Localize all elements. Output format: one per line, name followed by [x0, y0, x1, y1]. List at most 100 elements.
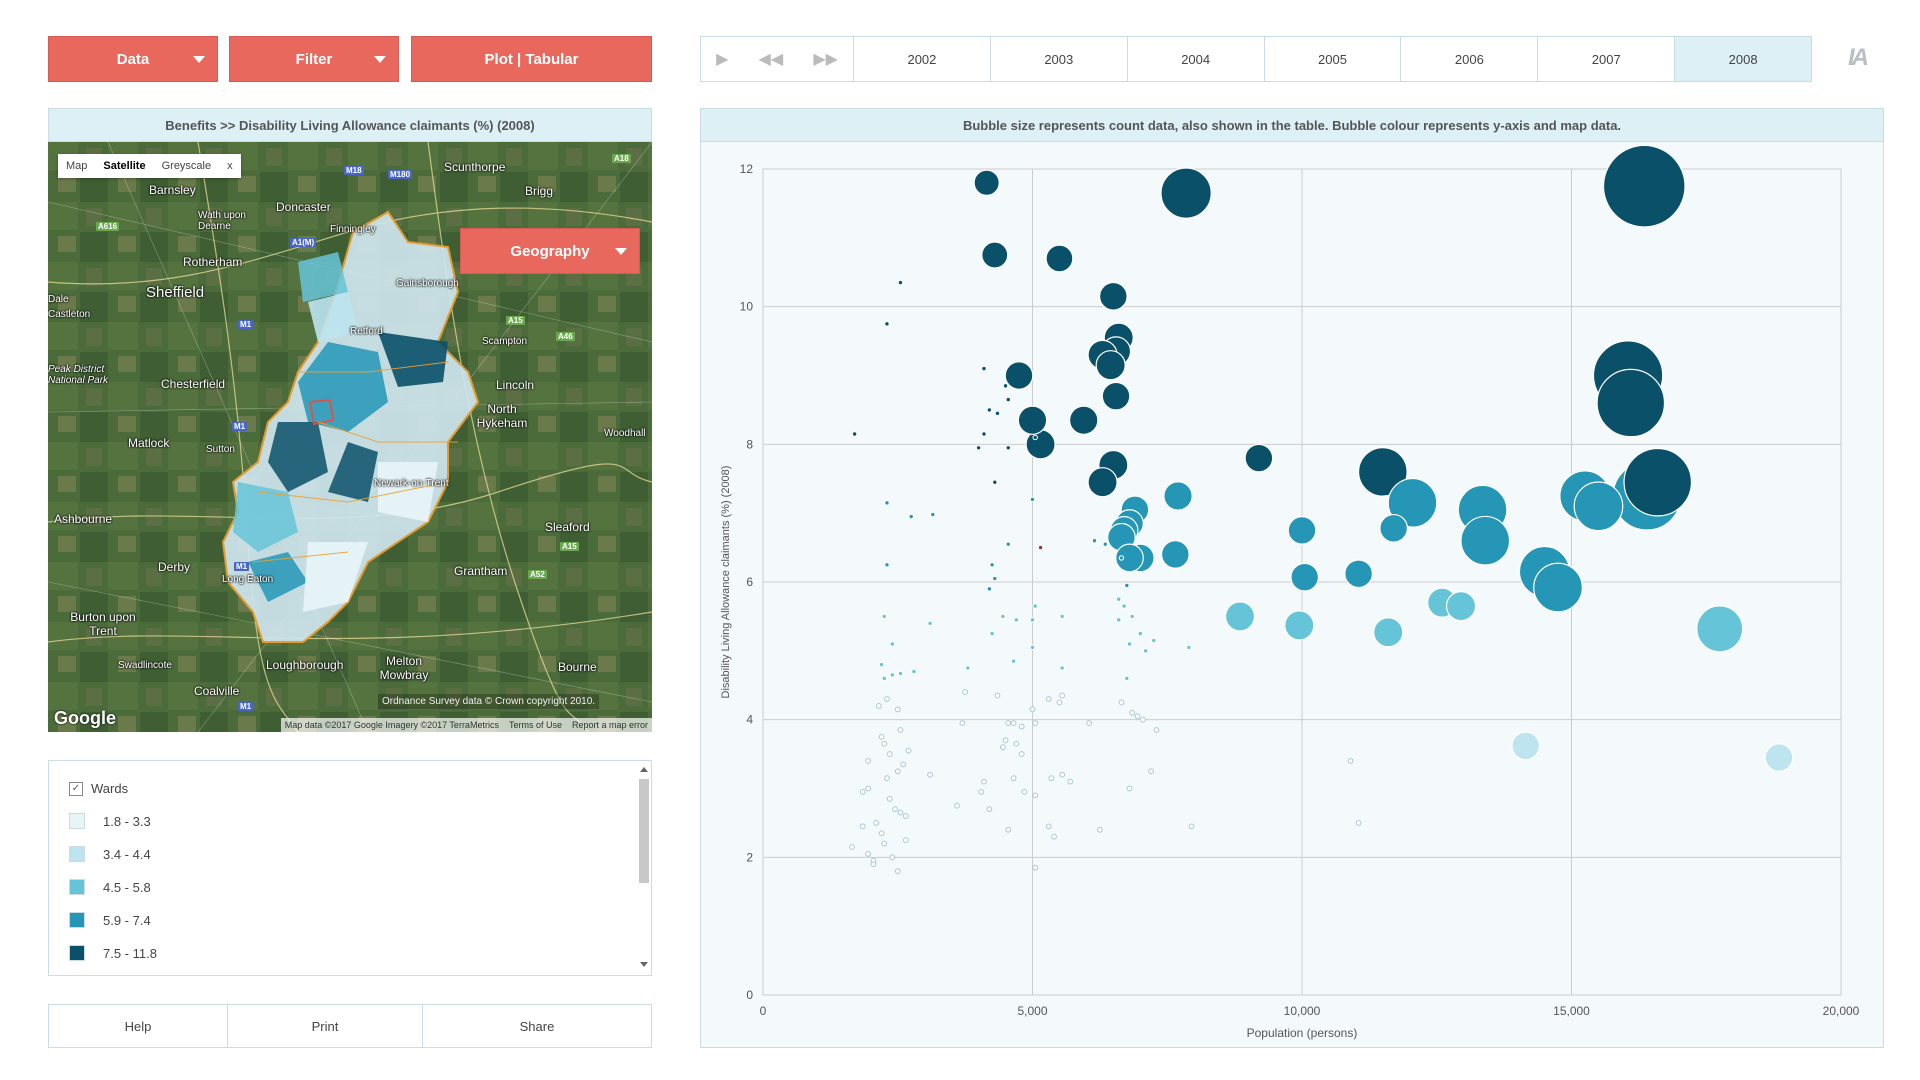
year-2008[interactable]: 2008: [1675, 37, 1812, 81]
bubble-point[interactable]: [1224, 601, 1256, 632]
bubble-point[interactable]: [1032, 603, 1038, 609]
bubble-point[interactable]: [875, 703, 882, 709]
bubble-point[interactable]: [1037, 544, 1044, 551]
help-button[interactable]: Help: [49, 1005, 228, 1047]
bubble-point[interactable]: [894, 768, 901, 775]
bubble-point[interactable]: [878, 830, 885, 837]
bubble-point[interactable]: [884, 500, 890, 506]
bubble-point[interactable]: [1029, 644, 1036, 651]
bubble-point[interactable]: [986, 586, 993, 592]
bubble-point[interactable]: [881, 613, 887, 620]
bubble-point[interactable]: [881, 675, 887, 682]
bubble-point[interactable]: [1029, 706, 1036, 713]
bubble-point[interactable]: [1284, 610, 1315, 641]
bubble-point[interactable]: [1188, 823, 1195, 830]
bubble-point[interactable]: [994, 692, 1001, 699]
bubble-point[interactable]: [1000, 613, 1006, 620]
bubble-point[interactable]: [1355, 820, 1362, 826]
bubble-point[interactable]: [989, 630, 995, 637]
bubble-point[interactable]: [878, 733, 885, 740]
legend-layer[interactable]: ✓ Wards: [69, 781, 128, 796]
bubble-point[interactable]: [930, 511, 936, 518]
bubble-point[interactable]: [1129, 709, 1136, 716]
bubble-point[interactable]: [884, 321, 890, 327]
fast-forward-icon[interactable]: ▶▶: [813, 51, 838, 68]
bubble-point[interactable]: [886, 795, 893, 802]
bubble-point[interactable]: [884, 696, 890, 702]
bubble-point[interactable]: [1124, 582, 1130, 589]
bubble-point[interactable]: [1013, 617, 1020, 623]
bubble-point[interactable]: [986, 407, 993, 413]
bubble-point[interactable]: [1160, 167, 1212, 219]
bubble-point[interactable]: [870, 861, 877, 868]
bubble-point[interactable]: [873, 820, 880, 826]
bubble-point[interactable]: [1096, 826, 1103, 833]
bubble-point[interactable]: [962, 689, 969, 696]
bubble-point[interactable]: [1142, 648, 1149, 654]
bubble-point[interactable]: [1013, 740, 1020, 747]
bubble-point[interactable]: [1287, 516, 1317, 545]
bubble-point[interactable]: [1116, 617, 1122, 623]
bubble-point[interactable]: [1153, 727, 1160, 733]
bubble-point[interactable]: [865, 850, 872, 857]
bubble-point[interactable]: [1186, 644, 1192, 651]
scroll-up-icon[interactable]: [640, 767, 648, 772]
bubble-point[interactable]: [884, 562, 890, 568]
bubble-point[interactable]: [1387, 477, 1438, 528]
bubble-point[interactable]: [1290, 562, 1320, 592]
bubble-point[interactable]: [1021, 789, 1028, 795]
print-button[interactable]: Print: [228, 1005, 423, 1047]
bubble-point[interactable]: [1005, 396, 1011, 403]
bubble-point[interactable]: [1445, 590, 1477, 622]
bubble-point[interactable]: [1124, 675, 1130, 682]
bubble-point[interactable]: [1533, 562, 1583, 613]
bubble-point[interactable]: [859, 823, 866, 830]
bubble-point[interactable]: [1118, 699, 1125, 706]
bubble-point[interactable]: [1116, 596, 1122, 602]
legend-scrollbar[interactable]: [639, 765, 649, 969]
bubble-point[interactable]: [1018, 723, 1025, 730]
bubble-point[interactable]: [1137, 630, 1143, 637]
bubble-point[interactable]: [1373, 617, 1404, 648]
bubble-point[interactable]: [1095, 350, 1126, 381]
bubble-point[interactable]: [1067, 778, 1074, 785]
bubble-point[interactable]: [865, 785, 872, 792]
bubble-point[interactable]: [897, 727, 904, 733]
bubble-point[interactable]: [1045, 696, 1052, 702]
year-2007[interactable]: 2007: [1538, 37, 1676, 81]
bubble-point[interactable]: [1002, 737, 1009, 744]
bubble-point[interactable]: [905, 747, 912, 754]
bubble-point[interactable]: [897, 670, 904, 677]
bubble-point[interactable]: [1056, 699, 1063, 706]
bubble-point[interactable]: [1347, 758, 1354, 764]
bubble-point[interactable]: [1101, 381, 1131, 411]
bubble-point[interactable]: [1764, 743, 1794, 772]
bubble-point[interactable]: [1460, 515, 1511, 566]
bubble-point[interactable]: [886, 751, 893, 757]
bubble-point[interactable]: [1623, 447, 1693, 517]
bubble-point[interactable]: [1140, 716, 1146, 723]
bubble-point[interactable]: [1087, 467, 1118, 498]
bubble-point[interactable]: [881, 840, 888, 847]
bubble-point[interactable]: [1573, 481, 1624, 532]
rewind-icon[interactable]: ◀◀: [758, 51, 784, 68]
bubble-point[interactable]: [900, 761, 907, 768]
bubble-point[interactable]: [978, 789, 985, 795]
bubble-point[interactable]: [1059, 613, 1065, 620]
bubble-point[interactable]: [1010, 775, 1017, 782]
bubble-point[interactable]: [908, 513, 914, 520]
map-type-satellite[interactable]: Satellite: [103, 160, 146, 172]
map-type-map[interactable]: Map: [66, 160, 88, 172]
bubble-point[interactable]: [1045, 244, 1074, 273]
bubble-point[interactable]: [889, 672, 896, 678]
bubble-point[interactable]: [1032, 792, 1039, 799]
bubble-point[interactable]: [1091, 538, 1098, 544]
bubble-point[interactable]: [1005, 826, 1012, 833]
bubble-point[interactable]: [992, 479, 998, 485]
bubble-point[interactable]: [1244, 443, 1274, 473]
bubble-point[interactable]: [1032, 720, 1039, 727]
share-button[interactable]: Share: [519, 1018, 555, 1034]
bubble-point[interactable]: [1126, 785, 1133, 792]
bubble-point[interactable]: [954, 802, 960, 809]
bubble-point[interactable]: [851, 431, 858, 437]
